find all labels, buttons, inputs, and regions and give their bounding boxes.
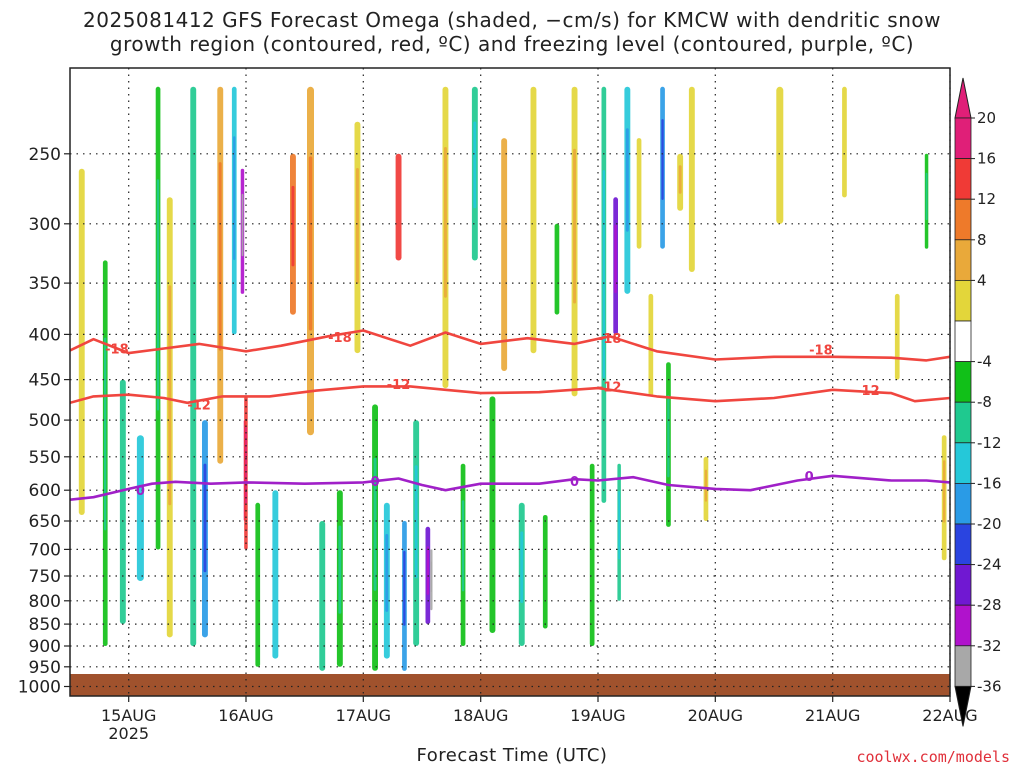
- credit-link[interactable]: coolwx.com/models: [856, 748, 1010, 766]
- contour-m12: [70, 385, 950, 405]
- contour-label: -12: [387, 378, 411, 393]
- colorbar-label: -20: [977, 515, 1002, 533]
- colorbar-bin: [954, 117, 972, 159]
- y-tick-label: 400: [29, 325, 61, 345]
- contour-label: 0: [570, 475, 579, 490]
- colorbar-bin: [954, 361, 972, 403]
- x-tick-label: 15AUG: [101, 706, 156, 725]
- contour-label: -18: [598, 332, 622, 347]
- x-tick-label: 19AUG: [570, 706, 625, 725]
- y-tick-label: 850: [29, 615, 61, 635]
- contour-label: -12: [856, 384, 880, 399]
- colorbar-extend-bottom: [954, 685, 972, 727]
- x-tick-label: 20AUG: [688, 706, 743, 725]
- omega-shading: [78, 86, 947, 671]
- colorbar-bin: [954, 564, 972, 606]
- y-tick-label: 450: [29, 371, 61, 391]
- colorbar-bin: [954, 158, 972, 200]
- colorbar-label: 8: [977, 231, 987, 249]
- x-tick-label: 16AUG: [218, 706, 273, 725]
- contour-label: -18: [809, 344, 833, 359]
- y-axis: 2503003504004505005506006507007508008509…: [18, 145, 70, 698]
- contour-label: -12: [598, 380, 622, 395]
- contour-label: 0: [371, 475, 380, 490]
- colorbar-bin: [954, 239, 972, 281]
- colorbar-label: -28: [977, 596, 1002, 614]
- y-tick-label: 650: [29, 512, 61, 532]
- title-line-1: 2025081412 GFS Forecast Omega (shaded, −…: [83, 8, 941, 32]
- colorbar-label: -8: [977, 393, 992, 411]
- title-line-2: growth region (contoured, red, ºC) and f…: [109, 32, 915, 56]
- contour-label: -12: [187, 398, 211, 413]
- plot-frame: [69, 67, 951, 697]
- colorbar-label: 4: [977, 271, 987, 289]
- contours: -18 -18 -18 -18 -12 -12 -12 -12 0 0 0 0: [70, 329, 950, 501]
- y-tick-label: 800: [29, 592, 61, 612]
- y-tick-label: 300: [29, 215, 61, 235]
- colorbar-bin: [954, 442, 972, 484]
- x-tick-label: 22AUG: [922, 706, 977, 725]
- contour-m18: [70, 329, 950, 362]
- colorbar-label: 16: [977, 150, 996, 168]
- colorbar-label: 12: [977, 190, 996, 208]
- y-tick-label: 550: [29, 448, 61, 468]
- y-tick-label: 250: [29, 145, 61, 165]
- colorbar-label: -24: [977, 556, 1002, 574]
- colorbar-bin: [954, 279, 972, 322]
- y-tick-label: 1000: [18, 678, 61, 698]
- colorbar-extend-top: [954, 77, 972, 119]
- colorbar-label: -16: [977, 474, 1002, 492]
- ground-fill: [70, 674, 950, 696]
- colorbar-label: 20: [977, 109, 996, 127]
- contour-0: [70, 474, 950, 501]
- contour-label: 0: [805, 470, 814, 485]
- contour-label: -18: [328, 331, 352, 346]
- colorbar-label: -36: [977, 677, 1002, 695]
- colorbar-bin: [954, 198, 972, 241]
- y-tick-label: 500: [29, 411, 61, 431]
- x-tick-label: 18AUG: [453, 706, 508, 725]
- y-tick-label: 350: [29, 274, 61, 294]
- y-tick-label: 750: [29, 567, 61, 587]
- colorbar-label: -4: [977, 353, 992, 371]
- y-tick-label: 900: [29, 637, 61, 657]
- contour-label: -18: [105, 343, 129, 358]
- colorbar-label: -12: [977, 434, 1002, 452]
- x-tick-sublabel: 2025: [108, 724, 149, 743]
- colorbar-label: -32: [977, 637, 1002, 655]
- colorbar-bin: [954, 645, 972, 687]
- x-tick-label: 21AUG: [805, 706, 860, 725]
- x-axis-label: Forecast Time (UTC): [416, 745, 608, 766]
- y-tick-label: 950: [29, 658, 61, 678]
- colorbar-bin: [954, 401, 972, 444]
- colorbar-bin: [954, 482, 972, 525]
- contour-label: 0: [136, 484, 145, 499]
- y-tick-label: 600: [29, 481, 61, 501]
- colorbar: 20 16 12 8 4 -4 -8 -12 -16 -20 -24 -28 -32 -36: [954, 77, 1002, 727]
- colorbar-bin: [954, 523, 972, 565]
- chart-title: 2025081412 GFS Forecast Omega (shaded, −…: [0, 8, 1024, 56]
- x-tick-label: 17AUG: [336, 706, 391, 725]
- colorbar-bin: [954, 320, 972, 362]
- y-tick-label: 700: [29, 540, 61, 560]
- colorbar-bin: [954, 604, 972, 647]
